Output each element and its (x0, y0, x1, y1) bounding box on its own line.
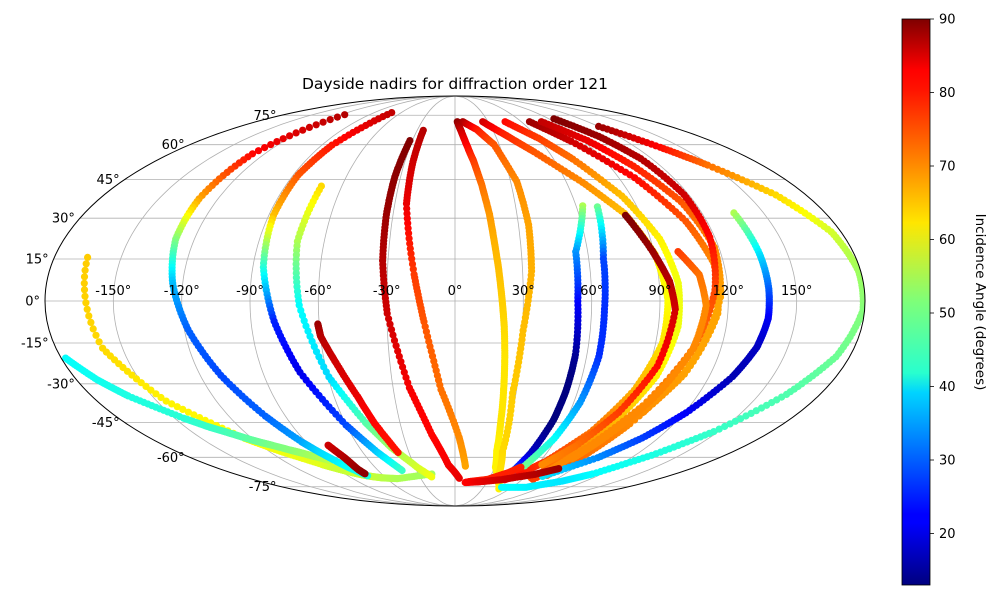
longitude-tick-label: 30° (512, 284, 535, 299)
latitude-tick-label: -15° (21, 337, 49, 352)
latitude-tick-label: -75° (249, 480, 277, 495)
data-point (267, 141, 275, 149)
data-point (80, 286, 89, 294)
data-point (84, 253, 92, 261)
data-point (305, 123, 313, 131)
data-point (568, 455, 576, 463)
data-point (333, 113, 341, 121)
latitude-tick-label: 75° (253, 109, 276, 124)
data-point (326, 116, 334, 124)
data-point (389, 331, 397, 339)
longitude-tick-label: -90° (236, 284, 264, 299)
data-point (87, 318, 95, 326)
colorbar-tick-label: 60 (939, 233, 956, 248)
data-point (152, 390, 160, 398)
data-point (538, 461, 546, 469)
data-point (279, 135, 287, 143)
data-point (286, 132, 294, 140)
colorbar-tick-label: 20 (939, 527, 956, 542)
data-point (555, 465, 563, 473)
data-point (428, 473, 436, 481)
data-point (497, 483, 506, 491)
data-point (82, 260, 90, 268)
data-point (398, 466, 406, 475)
latitude-tick-label: -30° (47, 377, 75, 392)
longitude-tick-label: -60° (304, 284, 332, 299)
longitude-tick-label: -120° (164, 284, 200, 299)
colorbar-tick-label: 90 (939, 13, 956, 28)
colorbar-ticks: 20 30 40 50 60 70 80 90 (930, 13, 956, 542)
data-point (173, 403, 181, 411)
data-point (386, 320, 394, 328)
data-point (341, 111, 349, 119)
colorbar-tick-label: 30 (939, 454, 956, 469)
longitude-tick-label: 90° (648, 284, 671, 299)
data-point (82, 299, 90, 307)
colorbar-label: Incidence Angle (degrees) (972, 214, 988, 391)
graticule-grid (45, 96, 865, 506)
data-point (184, 408, 192, 416)
data-point (80, 279, 88, 287)
data-point (190, 411, 198, 419)
data-point (455, 474, 463, 482)
latitude-tick-label: -60° (157, 451, 185, 466)
longitude-tick-label: -30° (373, 284, 401, 299)
latitude-tick-label: 60° (162, 138, 185, 153)
longitude-tick-label: 120° (713, 284, 744, 299)
data-point (387, 326, 396, 334)
longitude-tick-label: -150° (95, 284, 131, 299)
data-points (62, 109, 865, 493)
latitude-tick-label: 0° (25, 295, 40, 310)
data-point (292, 129, 300, 137)
data-point (81, 292, 89, 300)
data-point (80, 273, 89, 281)
data-point (147, 386, 155, 394)
colorbar-tick-label: 40 (939, 380, 956, 395)
longitude-tick-label: 0° (448, 284, 463, 299)
data-point (95, 338, 103, 346)
data-point (179, 405, 187, 413)
latitude-tick-label: 30° (52, 212, 75, 227)
data-point (83, 305, 91, 313)
data-point (361, 470, 369, 478)
data-point (461, 462, 469, 470)
data-point (81, 266, 89, 274)
data-point (299, 126, 307, 134)
data-point (383, 309, 391, 317)
colorbar-tick-label: 50 (939, 307, 956, 322)
data-point (157, 393, 165, 402)
chart-title: Dayside nadirs for diffraction order 121 (302, 75, 608, 93)
data-point (261, 144, 269, 152)
longitude-tick-label: 150° (781, 284, 812, 299)
latitude-tick-label: 45° (97, 173, 120, 188)
data-point (312, 121, 320, 129)
data-point (89, 325, 97, 333)
colorbar-tick-label: 70 (939, 160, 956, 175)
latitude-tick-label: 15° (26, 253, 49, 268)
data-point (394, 448, 402, 457)
data-point (254, 147, 263, 155)
longitude-tick-label: 60° (580, 284, 603, 299)
latitude-tick-label: -45° (92, 416, 120, 431)
data-point (162, 397, 170, 405)
data-point (142, 382, 150, 390)
data-point (168, 400, 176, 408)
colorbar (901, 18, 931, 586)
data-point (319, 118, 327, 126)
data-point (92, 331, 100, 339)
data-point (85, 312, 93, 320)
data-point (273, 138, 281, 146)
data-point (385, 315, 393, 323)
colorbar-tick-label: 80 (939, 86, 956, 101)
data-point (390, 336, 399, 344)
